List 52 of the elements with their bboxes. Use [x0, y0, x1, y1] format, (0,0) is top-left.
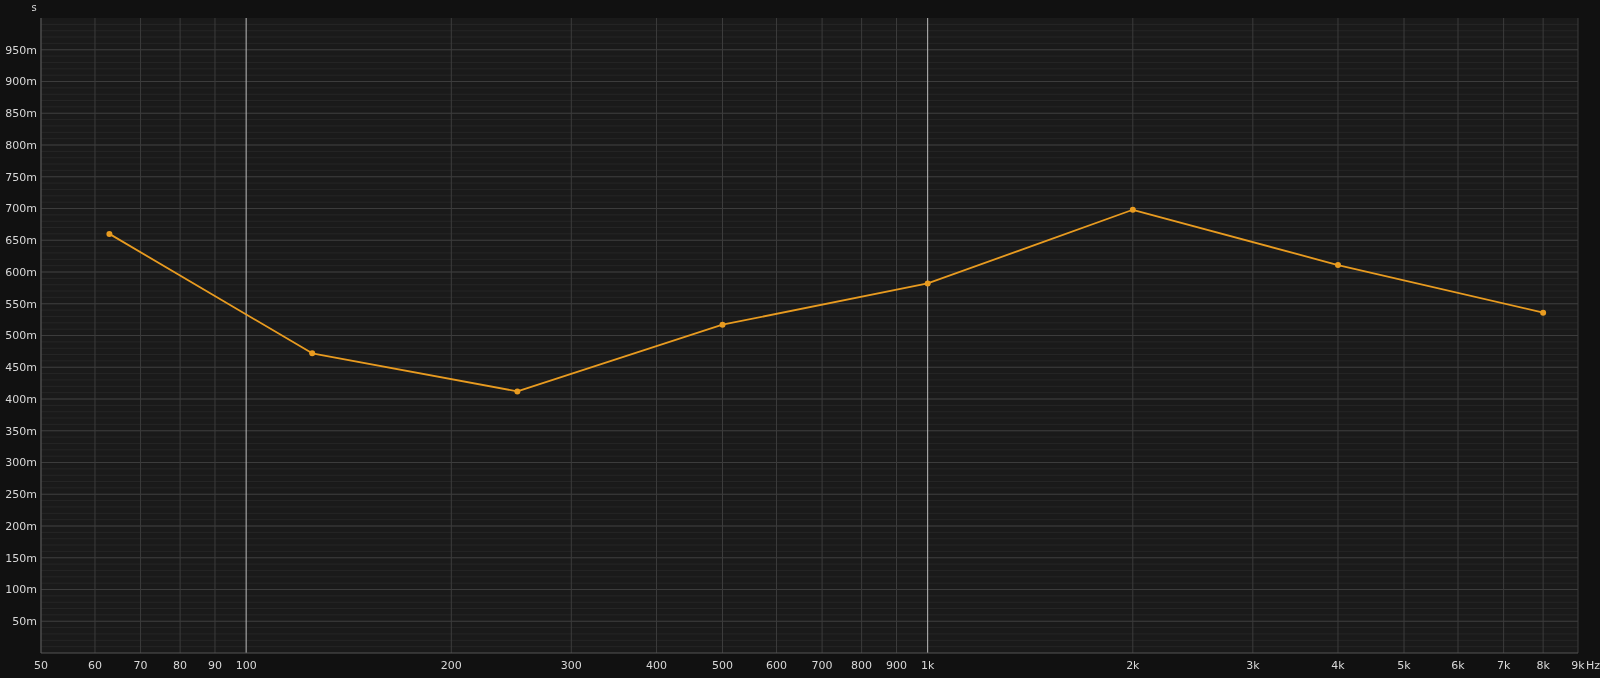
y-tick-label: 650m: [5, 234, 37, 248]
point: [719, 321, 726, 328]
point: [514, 388, 521, 395]
x-tick-label: 4k: [1331, 659, 1346, 672]
x-tick-label: 5k: [1397, 659, 1412, 672]
x-tick-label: 50: [34, 659, 48, 672]
point: [1129, 206, 1136, 213]
y-tick-label: 550m: [5, 297, 37, 311]
x-tick-label: 60: [87, 659, 102, 672]
x-tick-label: 700: [811, 659, 833, 672]
y-tick-label: 950m: [5, 43, 37, 57]
y-tick-label: 500m: [5, 329, 37, 343]
y-tick-label: 300m: [5, 456, 37, 470]
x-axis-title: Hz: [1586, 659, 1600, 672]
x-tick-label: 9k: [1571, 659, 1586, 672]
y-tick-label: 900m: [5, 75, 37, 89]
y-tick-label: 400m: [5, 392, 37, 406]
x-tick-label: 500: [712, 659, 734, 672]
point: [106, 230, 113, 237]
y-tick-label: 50m: [12, 615, 37, 629]
x-tick-label: 200: [440, 659, 462, 672]
x-tick-label: 300: [560, 659, 582, 672]
x-tick-label: 80: [173, 659, 188, 672]
y-tick-label: 850m: [5, 107, 37, 121]
x-tick-label: 3k: [1246, 659, 1261, 672]
x-tick-label: 90: [207, 659, 222, 672]
y-tick-label: 200m: [5, 519, 37, 533]
y-tick-label: 150m: [5, 551, 37, 565]
y-tick-label: 250m: [5, 488, 37, 502]
x-tick-label: 7k: [1496, 659, 1511, 672]
point: [1540, 309, 1547, 316]
y-axis-title: s: [31, 2, 37, 13]
y-tick-label: 750m: [5, 170, 37, 184]
point: [309, 350, 316, 357]
y-tick-label: 700m: [5, 202, 37, 216]
x-tick-label: 8k: [1536, 659, 1551, 672]
x-tick-label: 400: [645, 659, 667, 672]
y-tick-label: 350m: [5, 424, 37, 438]
x-tick-label: 600: [765, 659, 787, 672]
x-tick-label: 2k: [1126, 659, 1141, 672]
y-tick-label: 450m: [5, 361, 37, 375]
x-tick-label: 1k: [920, 659, 935, 672]
x-tick-label: 900: [885, 659, 907, 672]
y-tick-label: 600m: [5, 265, 37, 279]
x-tick-label: 100: [235, 659, 257, 672]
x-tick-label: 6k: [1451, 659, 1466, 672]
y-tick-label: 800m: [5, 138, 37, 152]
x-tick-label: 70: [133, 659, 148, 672]
point: [924, 280, 931, 287]
x-tick-label: 800: [851, 659, 873, 672]
y-tick-label: 100m: [5, 583, 37, 597]
point: [1334, 262, 1341, 269]
